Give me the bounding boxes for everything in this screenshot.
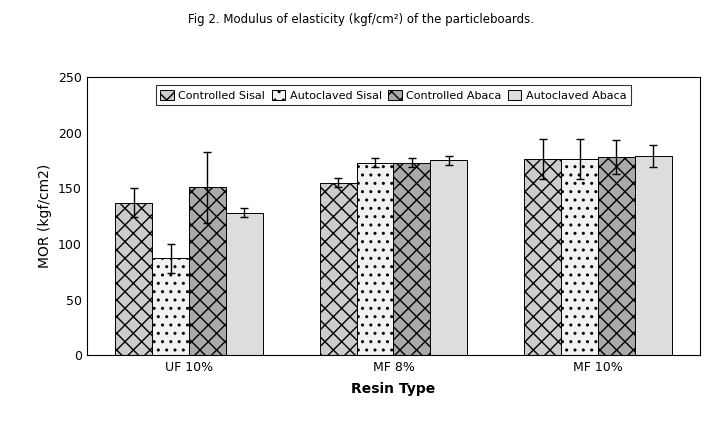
Bar [189, 187, 226, 355]
Bar [393, 163, 430, 355]
Y-axis label: MOR (kgf/cm2): MOR (kgf/cm2) [38, 164, 53, 268]
Bar [524, 159, 561, 355]
Bar [635, 156, 671, 355]
Text: Fig 2. Modulus of elasticity (kgf/cm²) of the particleboards.: Fig 2. Modulus of elasticity (kgf/cm²) o… [188, 13, 534, 26]
Bar [357, 163, 393, 355]
Legend: Controlled Sisal, Autoclaved Sisal, Controlled Abaca, Autoclaved Abaca: Controlled Sisal, Autoclaved Sisal, Cont… [156, 85, 631, 105]
Bar [430, 160, 467, 355]
Bar [152, 259, 189, 355]
Bar [598, 157, 635, 355]
X-axis label: Resin Type: Resin Type [352, 382, 435, 396]
Bar [226, 213, 263, 355]
Bar [116, 203, 152, 355]
Bar [320, 183, 357, 355]
Bar [561, 159, 598, 355]
